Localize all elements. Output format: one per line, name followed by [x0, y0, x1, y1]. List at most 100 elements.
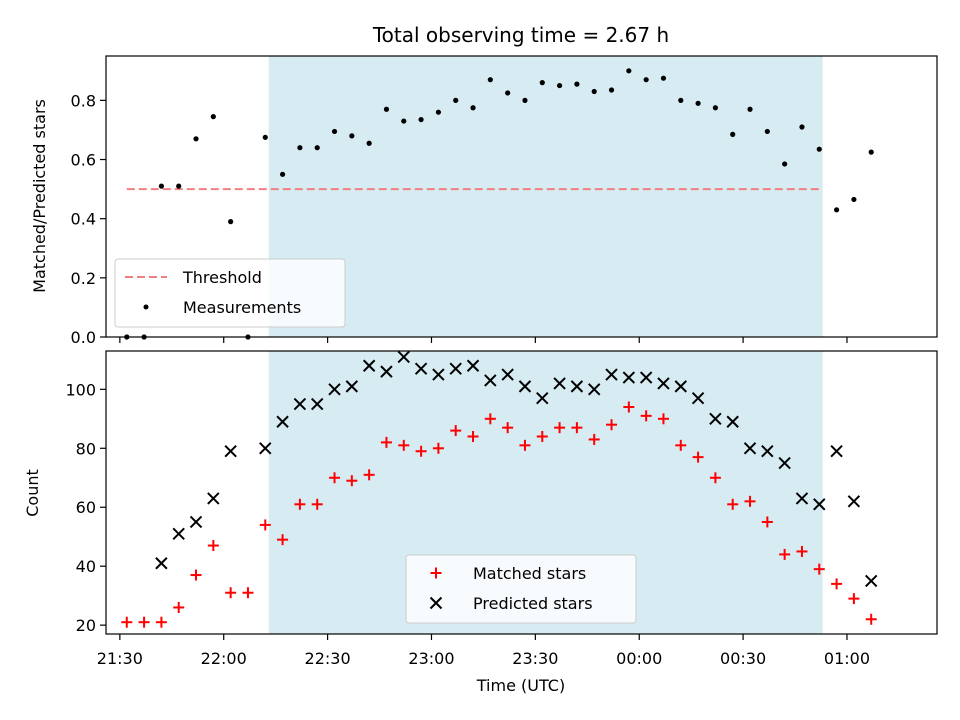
- measurement-point: [643, 77, 649, 83]
- predicted-point: [761, 445, 774, 458]
- predicted-point-b: [847, 495, 861, 508]
- matched-point: [363, 469, 375, 481]
- predicted-point: [380, 365, 393, 378]
- x-tick-label: 23:00: [408, 649, 454, 668]
- matched-point: [190, 569, 202, 581]
- predicted-point-b: [813, 498, 826, 511]
- matched-point: [294, 498, 306, 510]
- measurement-point: [574, 81, 580, 87]
- measurement-point: [833, 207, 840, 213]
- measurement-point: [158, 183, 164, 189]
- matched-point: [744, 495, 756, 507]
- legend-measurement-label: Measurements: [183, 298, 301, 317]
- matched-point: [796, 545, 808, 557]
- predicted-point: [172, 527, 185, 540]
- matched-point: [831, 578, 843, 590]
- matched-point: [259, 519, 271, 531]
- predicted-point: [605, 368, 618, 381]
- predicted-point-b: [536, 391, 549, 405]
- matched-point: [121, 616, 133, 628]
- predicted-point-b: [449, 362, 462, 375]
- predicted-point-b: [865, 574, 878, 588]
- y-tick-label: 60: [76, 498, 96, 517]
- predicted-point-b: [155, 557, 168, 570]
- x-tick-label: 00:30: [720, 649, 766, 668]
- matched-point: [311, 498, 323, 510]
- x-tick-label: 21:30: [97, 649, 143, 668]
- bottom-legend-box: [405, 554, 637, 624]
- measurement-point: [366, 140, 372, 146]
- predicted-point-b: [830, 445, 843, 458]
- predicted-point-b: [501, 368, 514, 381]
- top-x-ticks: [119, 337, 848, 343]
- bottom-x-ticks: 21:30 22:00 22:30 23:00 23:30 00:00 00:30 01:00: [97, 634, 870, 668]
- measurement-point: [401, 118, 407, 124]
- predicted-point: [293, 397, 307, 411]
- predicted-point: [536, 391, 549, 405]
- y-tick-label: 20: [76, 616, 96, 635]
- matched-point: [484, 413, 496, 425]
- y-tick-label: 100: [65, 380, 96, 399]
- predicted-point-b: [189, 515, 203, 529]
- measurement-point: [591, 88, 597, 95]
- predicted-point: [639, 371, 653, 384]
- predicted-point-b: [518, 380, 532, 393]
- measurement-point: [228, 219, 234, 225]
- predicted-point-b: [743, 442, 757, 455]
- predicted-point: [691, 391, 705, 405]
- matched-point: [657, 413, 669, 425]
- predicted-point-b: [588, 383, 601, 396]
- y-tick-label: 0.2: [71, 269, 96, 288]
- matched-point: [675, 439, 687, 451]
- predicted-point-b: [709, 412, 722, 426]
- matched-point: [346, 475, 358, 487]
- measurement-point: [193, 136, 199, 142]
- measurement-point: [678, 97, 684, 103]
- top-y-axis-label: Matched/Predicted stars: [30, 99, 49, 293]
- matched-point: [207, 540, 219, 552]
- predicted-point-b: [674, 380, 687, 393]
- measurement-point: [331, 128, 338, 135]
- legend-predicted-marker-b: [429, 596, 443, 610]
- predicted-point: [259, 442, 272, 455]
- measurement-point: [383, 106, 390, 112]
- predicted-point: [865, 574, 878, 588]
- predicted-point-b: [293, 397, 307, 411]
- legend-threshold-label: Threshold: [182, 268, 262, 287]
- y-tick-label: 40: [76, 557, 96, 576]
- top-panel: 0.00.20.40.60.8 Matched/Predicted stars …: [30, 55, 938, 347]
- legend-matched-swatch: [430, 567, 442, 579]
- measurement-point: [695, 100, 701, 106]
- matched-point: [225, 587, 237, 599]
- measurement-point: [626, 68, 632, 74]
- predicted-point-b: [466, 359, 480, 372]
- predicted-point: [155, 557, 168, 570]
- measurement-point: [556, 82, 563, 89]
- predicted-point-b: [570, 380, 584, 393]
- predicted-point-b: [328, 383, 341, 396]
- measurement-point: [453, 97, 459, 103]
- measurement-point: [799, 124, 805, 130]
- predicted-point-b: [397, 350, 410, 364]
- legend-predicted-swatch: [429, 596, 443, 610]
- matched-point: [277, 534, 289, 546]
- matched-point: [467, 430, 479, 442]
- predicted-point: [362, 359, 376, 372]
- predicted-point: [657, 377, 670, 390]
- top-legend: Threshold Measurements: [114, 258, 346, 328]
- measurement-point: [851, 196, 857, 203]
- predicted-point-b: [605, 368, 618, 381]
- legend-predicted-marker: [429, 596, 443, 610]
- measurement-point: [712, 105, 719, 111]
- measurement-point: [539, 80, 545, 86]
- predicted-point: [484, 374, 497, 387]
- bottom-legend: Matched stars Predicted stars: [405, 554, 637, 624]
- predicted-point-b: [172, 527, 185, 540]
- matched-point: [640, 410, 652, 422]
- top-frame: [105, 55, 938, 338]
- predicted-point: [813, 498, 826, 511]
- measurement-point: [279, 171, 286, 177]
- predicted-point-b: [380, 365, 393, 378]
- x-axis-label: Time (UTC): [476, 676, 565, 695]
